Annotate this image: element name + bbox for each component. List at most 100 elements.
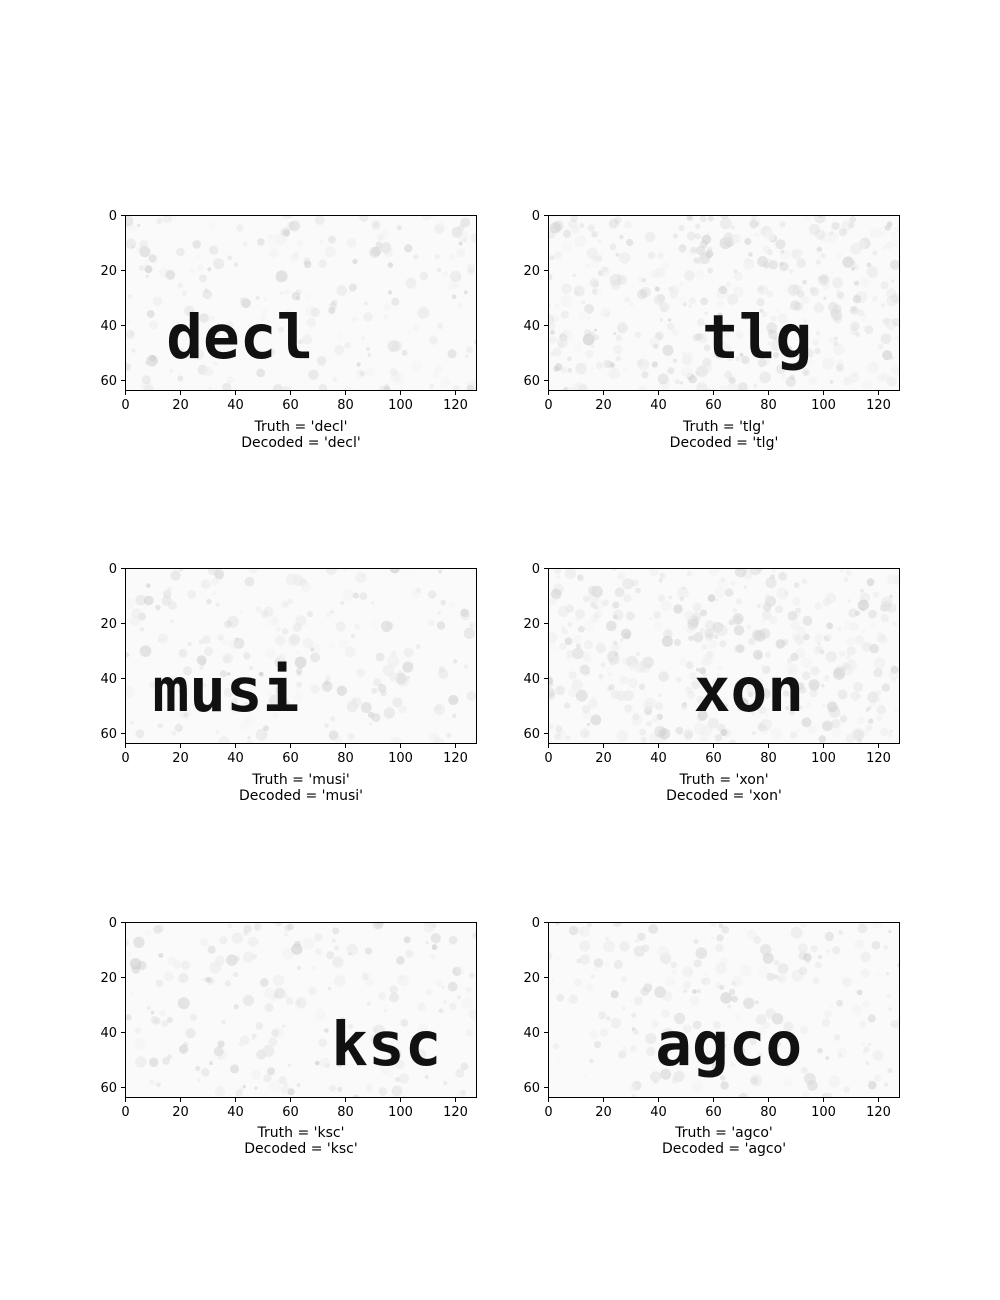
- captcha-word: ksc: [331, 1009, 441, 1080]
- image-content: ksc: [125, 922, 477, 1098]
- x-tick-label: 0: [544, 1105, 552, 1120]
- image-axes: decl 0 20 40 60 80 100 120 0 20 40 60: [100, 209, 477, 413]
- y-tick-label: 40: [100, 319, 117, 334]
- x-tick-label: 120: [443, 751, 468, 766]
- image-content: agco: [548, 922, 900, 1098]
- y-tick-label: 20: [100, 617, 117, 632]
- y-tick-label: 0: [109, 916, 117, 931]
- captcha-word: musi: [153, 655, 300, 726]
- image-axes: agco 0 20 40 60 80 100 120 0 20 40 60: [523, 916, 900, 1120]
- decoded-label: Decoded = 'decl': [241, 435, 361, 451]
- x-tick-label: 80: [760, 1105, 777, 1120]
- truth-label: Truth = 'musi': [252, 772, 350, 788]
- x-tick-label: 120: [443, 1105, 468, 1120]
- x-tick-label: 120: [866, 1105, 891, 1120]
- x-tick-label: 0: [544, 398, 552, 413]
- x-tick-label: 120: [866, 398, 891, 413]
- x-tick-label: 40: [650, 1105, 667, 1120]
- y-tick-label: 40: [100, 672, 117, 687]
- x-tick-label: 100: [388, 398, 413, 413]
- panel-caption: Truth = 'musi' Decoded = 'musi': [125, 772, 477, 804]
- x-tick-label: 100: [388, 751, 413, 766]
- x-tick-label: 80: [760, 398, 777, 413]
- captcha-image: agco 0 20 40 60 80 100 120 0 20 40 60: [523, 916, 900, 1120]
- x-tick-label: 20: [595, 751, 612, 766]
- truth-label: Truth = 'ksc': [257, 1125, 345, 1141]
- x-tick-label: 0: [121, 1105, 129, 1120]
- x-tick-label: 20: [172, 751, 189, 766]
- panel-caption: Truth = 'tlg' Decoded = 'tlg': [548, 419, 900, 451]
- captcha-word: decl: [166, 302, 313, 373]
- truth-label: Truth = 'xon': [679, 772, 769, 788]
- y-tick-label: 0: [532, 916, 540, 931]
- x-tick-label: 40: [650, 398, 667, 413]
- x-tick-label: 80: [337, 1105, 354, 1120]
- x-tick-label: 100: [811, 751, 836, 766]
- decoded-label: Decoded = 'musi': [238, 788, 364, 804]
- x-tick-label: 120: [866, 751, 891, 766]
- noise-texture: [548, 568, 900, 744]
- decoded-label: Decoded = 'ksc': [244, 1141, 358, 1157]
- x-tick-label: 40: [227, 1105, 244, 1120]
- y-tick-label: 0: [109, 209, 117, 224]
- y-tick-label: 60: [100, 727, 117, 742]
- captcha-word: xon: [694, 655, 804, 726]
- x-tick-label: 80: [760, 751, 777, 766]
- panel-caption: Truth = 'decl' Decoded = 'decl': [125, 419, 477, 451]
- panel-caption: Truth = 'xon' Decoded = 'xon': [548, 772, 900, 804]
- image-content: musi: [125, 568, 477, 744]
- y-tick-label: 40: [523, 672, 540, 687]
- x-tick-label: 0: [544, 751, 552, 766]
- y-tick-label: 60: [100, 1081, 117, 1096]
- image-axes: ksc 0 20 40 60 80 100 120 0 20 40 60: [100, 916, 477, 1120]
- axes-frame: [125, 568, 477, 744]
- decoded-label: Decoded = 'tlg': [669, 435, 779, 451]
- panel-caption: Truth = 'agco' Decoded = 'agco': [548, 1125, 900, 1157]
- axes-frame: [548, 922, 900, 1098]
- decoded-label: Decoded = 'xon': [666, 788, 782, 804]
- x-tick-label: 60: [282, 1105, 299, 1120]
- image-content: decl: [125, 215, 477, 391]
- captcha-image: ksc 0 20 40 60 80 100 120 0 20 40 60: [100, 916, 477, 1120]
- noise-texture: [125, 568, 477, 744]
- captcha-image: decl 0 20 40 60 80 100 120 0 20 40 60: [100, 209, 477, 413]
- y-tick-label: 20: [523, 617, 540, 632]
- y-tick-label: 20: [100, 264, 117, 279]
- decoded-label: Decoded = 'agco': [661, 1141, 787, 1157]
- noise-texture: [125, 922, 477, 1098]
- y-tick-label: 0: [109, 562, 117, 577]
- truth-label: Truth = 'decl': [254, 419, 348, 435]
- image-axes: musi 0 20 40 60 80 100 120 0 20 40 60: [100, 562, 477, 766]
- x-tick-label: 80: [337, 398, 354, 413]
- y-tick-label: 60: [523, 727, 540, 742]
- axes-frame: [125, 922, 477, 1098]
- x-tick-label: 20: [172, 398, 189, 413]
- axes-frame: [548, 568, 900, 744]
- y-tick-label: 20: [100, 971, 117, 986]
- x-tick-label: 120: [443, 398, 468, 413]
- y-tick-label: 0: [532, 209, 540, 224]
- y-tick-label: 40: [100, 1026, 117, 1041]
- y-tick-label: 60: [523, 374, 540, 389]
- truth-label: Truth = 'agco': [675, 1125, 773, 1141]
- y-tick-label: 40: [523, 319, 540, 334]
- noise-texture: [548, 215, 900, 391]
- x-tick-label: 20: [595, 1105, 612, 1120]
- image-axes: xon 0 20 40 60 80 100 120 0 20 40 60: [523, 562, 900, 766]
- captcha-image: xon 0 20 40 60 80 100 120 0 20 40 60: [523, 562, 900, 766]
- x-tick-label: 60: [282, 398, 299, 413]
- x-tick-label: 100: [811, 398, 836, 413]
- x-tick-label: 20: [172, 1105, 189, 1120]
- y-tick-label: 20: [523, 971, 540, 986]
- x-tick-label: 20: [595, 398, 612, 413]
- x-tick-label: 100: [388, 1105, 413, 1120]
- x-tick-label: 60: [705, 398, 722, 413]
- noise-texture: [125, 215, 477, 391]
- y-tick-label: 20: [523, 264, 540, 279]
- truth-label: Truth = 'tlg': [682, 419, 766, 435]
- y-tick-label: 60: [100, 374, 117, 389]
- x-tick-label: 60: [705, 1105, 722, 1120]
- image-axes: tlg 0 20 40 60 80 100 120 0 20 40 60: [523, 209, 900, 413]
- y-tick-label: 60: [523, 1081, 540, 1096]
- captcha-word: agco: [655, 1009, 802, 1080]
